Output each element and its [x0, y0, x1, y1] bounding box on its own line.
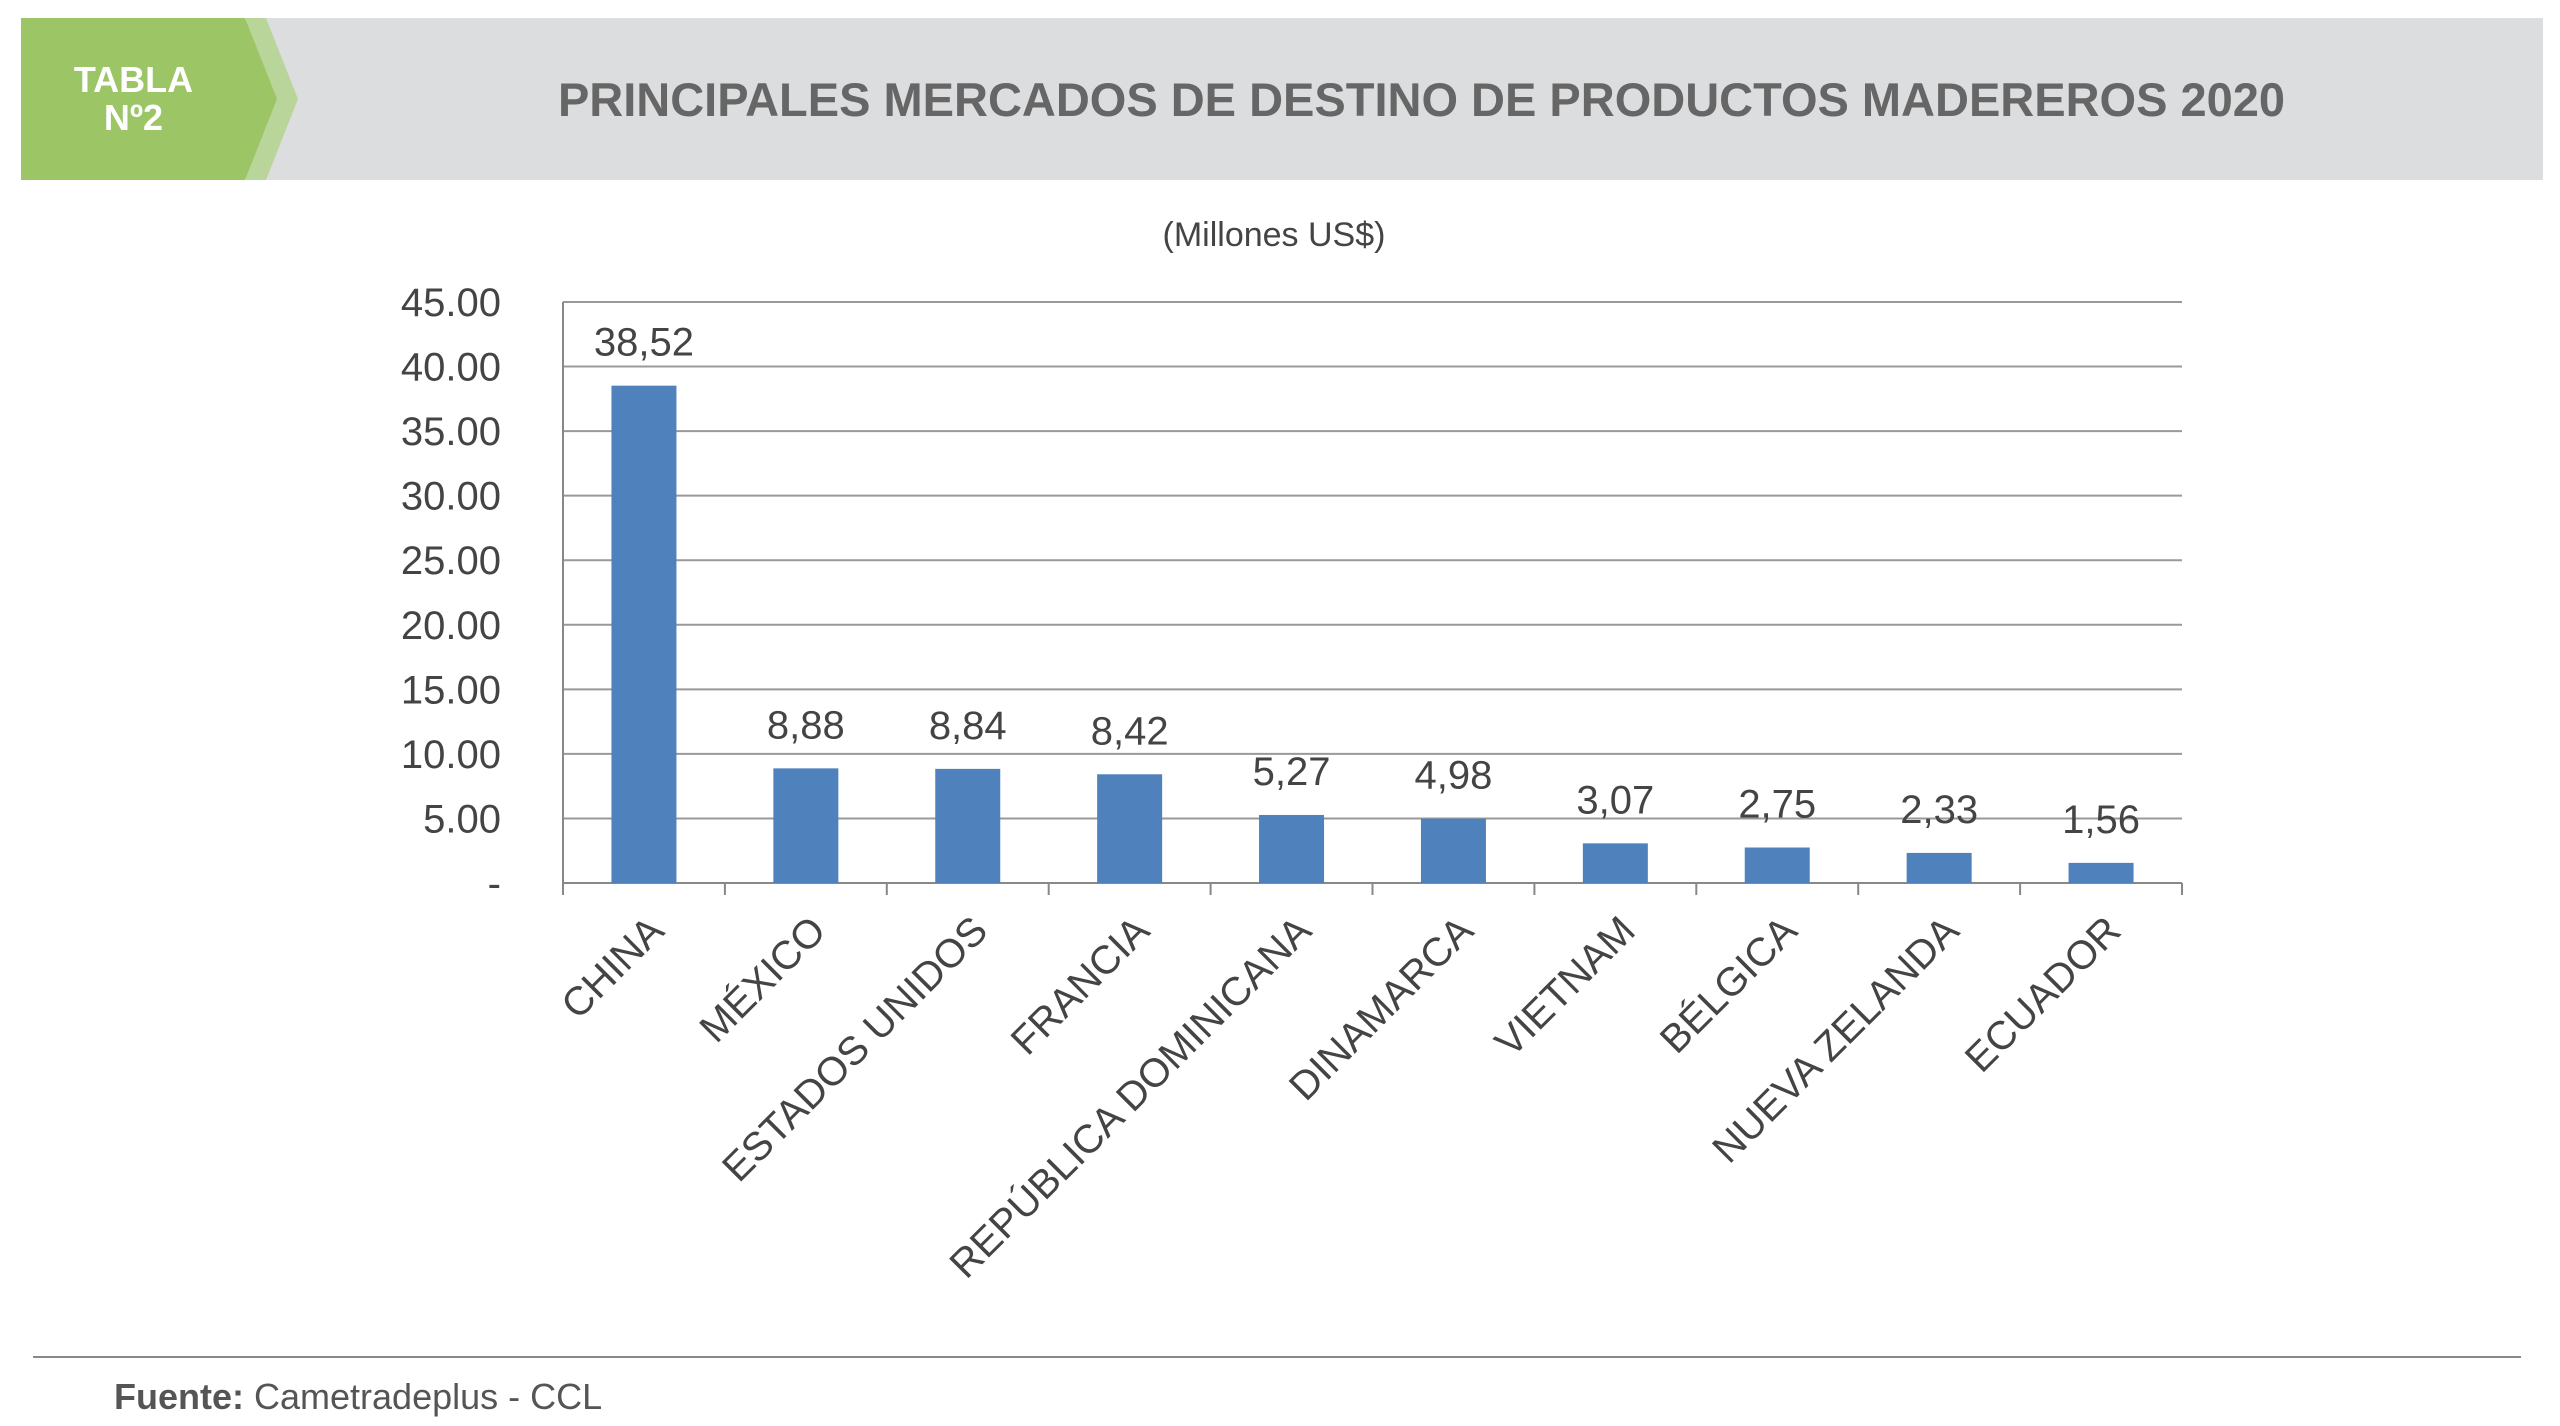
data-label: 4,98	[1415, 754, 1493, 798]
page-title: PRINCIPALES MERCADOS DE DESTINO DE PRODU…	[557, 72, 2286, 126]
source-value: Cametradeplus - CCL	[254, 1376, 603, 1417]
data-label: 8,42	[1091, 709, 1169, 753]
y-tick-label: 45.00	[401, 281, 501, 325]
x-category-label: MÉXICO	[691, 908, 834, 1051]
bar-dinamarca	[1420, 818, 1486, 883]
data-label: 5,27	[1253, 750, 1331, 794]
bar-bélgica	[1744, 847, 1810, 883]
y-tick-label: 10.00	[401, 733, 501, 777]
data-label: 1,56	[2062, 798, 2140, 842]
y-tick-label: 5.00	[423, 797, 501, 841]
bar-china	[611, 385, 677, 883]
bar-nueva-zelanda	[1906, 852, 1972, 883]
badge-label: TABLA Nº2	[21, 18, 246, 180]
badge-arrow	[21, 18, 277, 180]
data-label: 8,84	[929, 704, 1007, 748]
data-label: 2,75	[1738, 782, 1816, 826]
x-category-label: CHINA	[553, 908, 672, 1027]
source-label: Fuente:	[114, 1376, 244, 1417]
y-tick-label: 15.00	[401, 668, 501, 712]
y-tick-label: 30.00	[401, 475, 501, 519]
chart-subtitle: (Millones US$)	[1163, 216, 1386, 254]
bar-ecuador	[2068, 862, 2134, 883]
source-note: Fuente: Cametradeplus - CCL	[114, 1376, 602, 1418]
y-tick-label: 25.00	[401, 539, 501, 583]
x-category-label: ESTADOS UNIDOS	[714, 908, 996, 1190]
badge-line1: TABLA	[73, 59, 194, 100]
bar-francia	[1097, 774, 1163, 883]
bar-vietnam	[1582, 843, 1648, 883]
data-label: 3,07	[1576, 778, 1654, 822]
bar-república-dominicana	[1259, 814, 1325, 883]
bar-estados-unidos	[935, 768, 1001, 883]
y-tick-label: 35.00	[401, 410, 501, 454]
x-category-label: VIETNAM	[1487, 908, 1644, 1065]
x-category-label: BÉLGICA	[1651, 907, 1806, 1062]
data-label: 38,52	[594, 321, 694, 365]
badge-line2: Nº2	[103, 97, 164, 138]
bar-méxico	[773, 768, 839, 883]
bar-chart: (Millones US$) - 5.00 10.00 15.00 20.00 25.00…	[401, 216, 2183, 1287]
table-badge	[21, 18, 298, 180]
data-label: 8,88	[767, 703, 845, 747]
x-category-label: ECUADOR	[1957, 908, 2130, 1081]
x-category-label: FRANCIA	[1003, 908, 1158, 1063]
y-tick-label: 40.00	[401, 346, 501, 390]
y-tick-label: -	[488, 862, 501, 906]
header-bar	[21, 18, 2543, 180]
y-tick-label: 20.00	[401, 604, 501, 648]
data-label: 2,33	[1900, 788, 1978, 832]
footer-divider	[33, 1356, 2521, 1358]
